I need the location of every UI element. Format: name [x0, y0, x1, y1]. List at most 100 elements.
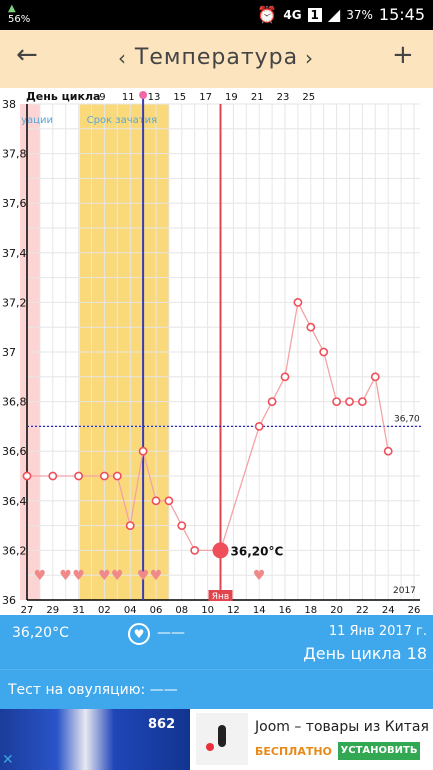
- temperature-point: [319, 347, 329, 357]
- temperature-point: [370, 372, 380, 382]
- temperature-point: [254, 421, 264, 431]
- cellular-icon: ◢: [327, 5, 341, 24]
- next-chart-button[interactable]: ›: [305, 46, 313, 70]
- today-badge: [208, 590, 233, 601]
- temperature-point: [306, 322, 316, 332]
- ovulation-marker-dot: [139, 91, 148, 99]
- y-tick-label: 37,8: [2, 148, 27, 161]
- temperature-point: [383, 446, 393, 456]
- intimacy-heart-icon: ♥: [137, 568, 150, 584]
- cycle-day-tick: 23: [277, 92, 290, 103]
- date-tick-label: 18: [304, 605, 317, 615]
- previous-chart-button[interactable]: ‹: [118, 46, 126, 70]
- intimacy-heart-icon: ♥: [98, 568, 111, 584]
- cycle-day-tick: 19: [225, 92, 238, 103]
- temperature-point: [190, 545, 200, 555]
- date-tick-label: 26: [408, 605, 421, 615]
- leaf-icon: ▲: [8, 3, 16, 14]
- signal-indicator: ▲ 56%: [8, 3, 30, 25]
- intimacy-heart-icon: ♥: [253, 568, 266, 584]
- alarm-icon: ⏰: [257, 5, 278, 24]
- intimacy-button[interactable]: ♥: [128, 623, 150, 645]
- temperature-point: [332, 397, 341, 406]
- cycle-day-tick: 13: [148, 92, 161, 103]
- date-tick-label: 31: [72, 605, 85, 615]
- chevron-left-icon: ‹: [118, 46, 126, 70]
- fertile-window-label: Срок зачатия: [87, 115, 158, 126]
- ad-close-icon[interactable]: ✕: [2, 752, 14, 768]
- date-tick-label: 06: [150, 605, 163, 615]
- temperature-point: [357, 397, 367, 406]
- page-title: Температура: [134, 45, 299, 70]
- y-tick-label: 36,4: [2, 495, 27, 508]
- app-header: ← ‹ Температура › +: [0, 30, 433, 88]
- cycle-day-tick: 21: [251, 92, 264, 103]
- logo-dot-shape: [206, 743, 214, 751]
- date-tick-label: 24: [382, 605, 395, 615]
- intimacy-heart-icon: ♥: [34, 568, 47, 584]
- ovulation-test-row[interactable]: Тест на овуляцию: ——: [0, 669, 433, 709]
- y-tick-label: 36,6: [2, 445, 27, 458]
- ad-install-button[interactable]: УСТАНОВИТЬ: [338, 742, 420, 760]
- intimacy-heart-icon: ♥: [111, 568, 124, 584]
- ad-image[interactable]: 862 ✕: [0, 709, 190, 770]
- signal-label: 56%: [8, 14, 31, 25]
- plus-icon: +: [392, 40, 414, 70]
- temperature-point: [293, 297, 303, 307]
- temperature-point: [164, 496, 174, 506]
- ad-banner[interactable]: 862 ✕ Joom – товары из Китая БЕСПЛАТНО У…: [0, 709, 433, 770]
- temperature-point: [100, 471, 109, 481]
- cycle-day-tick: 9: [99, 92, 105, 103]
- y-tick-label: 36,8: [2, 396, 27, 409]
- temperature-chart[interactable]: уации Срок зачатия 36,70 День цикла 9 11 13 15 1…: [0, 88, 433, 615]
- ad-app-logo: [196, 713, 248, 765]
- temperature-point: [22, 471, 32, 481]
- clock: 15:45: [378, 5, 425, 24]
- arrow-left-icon: ←: [16, 40, 38, 70]
- period-label: уации: [21, 115, 53, 126]
- cycle-day-tick: 17: [199, 92, 212, 103]
- temperature-point: [125, 521, 135, 530]
- cycle-day-label: День цикла: [26, 90, 100, 103]
- status-bar: ▲ 56% ⏰ 4G 1 ◢ 37% 15:45: [0, 0, 433, 30]
- date-tick-label: 29: [46, 605, 59, 615]
- date-tick-label: 10: [201, 605, 214, 615]
- back-button[interactable]: ←: [16, 40, 38, 70]
- intimacy-heart-icon: ♥: [72, 568, 85, 584]
- selected-temperature-point: [212, 542, 229, 559]
- temperature-point: [74, 471, 83, 481]
- ad-free-label: БЕСПЛАТНО: [255, 745, 332, 758]
- ovulation-test-label: Тест на овуляцию: ——: [8, 682, 178, 698]
- date-tick-label: 04: [124, 605, 137, 615]
- heart-icon: ♥: [133, 627, 145, 641]
- add-button[interactable]: +: [392, 40, 414, 70]
- cycle-day-tick: 11: [122, 92, 135, 103]
- date-tick-label: 22: [356, 605, 369, 615]
- intimacy-value: ——: [157, 625, 185, 641]
- temperature-point: [177, 521, 187, 530]
- y-tick-label: 37,2: [2, 296, 27, 309]
- battery-label: 37%: [346, 7, 373, 22]
- temperature-point: [267, 397, 277, 406]
- y-tick-label: 37: [2, 346, 16, 359]
- y-tick-label: 36,2: [2, 544, 27, 557]
- date-tick-label: 14: [253, 605, 266, 615]
- cycle-day-tick: 25: [302, 92, 315, 103]
- coverline-label: 36,70: [394, 414, 420, 424]
- y-tick-label: 37,6: [2, 197, 27, 210]
- y-tick-label: 36: [2, 594, 16, 607]
- selected-date: 11 Янв 2017 г.: [328, 624, 427, 639]
- temperature-point: [151, 496, 161, 506]
- selected-cycle-day: День цикла 18: [303, 644, 427, 663]
- y-tick-label: 38: [2, 98, 16, 111]
- intimacy-heart-icon: ♥: [59, 568, 72, 584]
- today-badge-label: Янв: [212, 592, 229, 602]
- temperature-point: [345, 397, 354, 406]
- ad-image-number: 862: [148, 717, 176, 732]
- date-tick-label: 08: [175, 605, 188, 615]
- y-tick-label: 37,4: [2, 247, 27, 260]
- chevron-right-icon: ›: [305, 46, 313, 70]
- selected-temperature: 36,20°C: [12, 625, 69, 641]
- temperature-point: [138, 446, 148, 456]
